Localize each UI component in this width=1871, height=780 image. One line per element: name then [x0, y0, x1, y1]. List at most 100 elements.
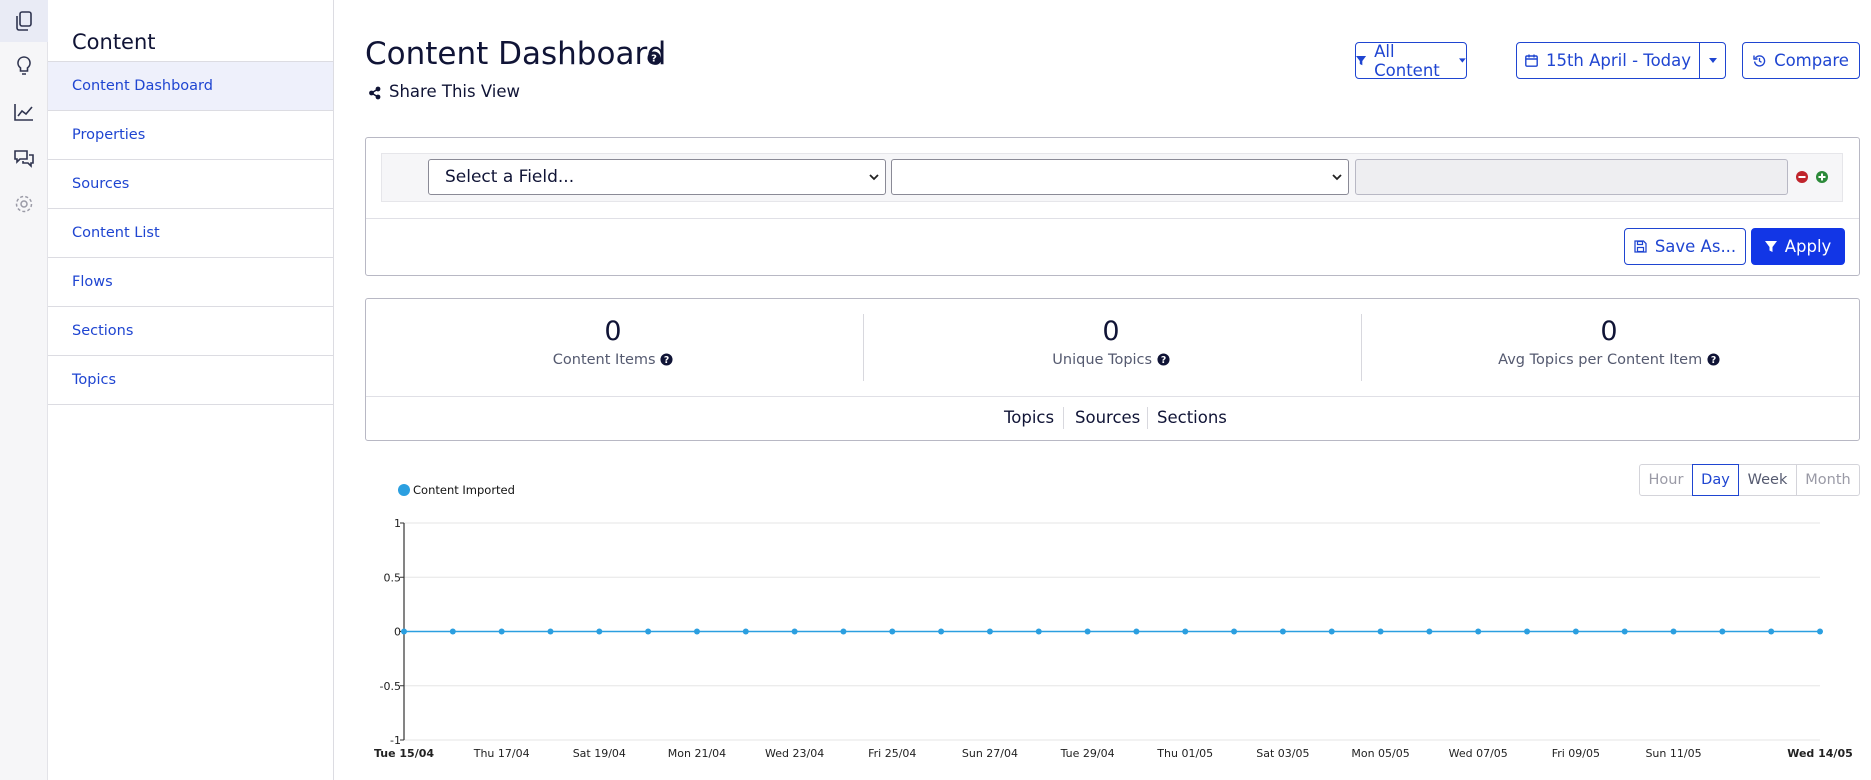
data-point [1817, 628, 1823, 635]
filter-divider [366, 218, 1859, 219]
tab-divider [1063, 407, 1064, 429]
tabs-divider [366, 396, 1859, 397]
x-tick-label: Thu 01/05 [1156, 747, 1213, 760]
data-point [1719, 628, 1726, 635]
data-point [1572, 628, 1579, 635]
x-tick-label: Wed 14/05 [1787, 747, 1853, 760]
field-select[interactable]: Select a Field... [428, 159, 886, 195]
data-point [1035, 628, 1042, 635]
x-tick-label: Sun 11/05 [1645, 747, 1701, 760]
value-input[interactable] [1355, 159, 1788, 195]
data-point [986, 628, 993, 635]
stats-panel [365, 298, 1860, 441]
x-tick-label: Fri 25/04 [868, 747, 916, 760]
funnel-icon [1764, 240, 1777, 252]
x-tick-label: Thu 17/04 [473, 747, 530, 760]
data-point [449, 628, 456, 635]
stat-value: 0 [1600, 316, 1618, 347]
data-point [1475, 628, 1482, 635]
svg-text:?: ? [1711, 355, 1716, 366]
stat-label-text: Avg Topics per Content Item [1498, 352, 1703, 368]
y-tick-label: 0.5 [384, 571, 402, 584]
share-link[interactable]: Share This View [389, 82, 520, 101]
icon-rail [0, 0, 48, 780]
save-icon [1634, 240, 1647, 253]
tab[interactable]: Sources [1075, 408, 1141, 427]
nav-item[interactable]: Flows [48, 257, 333, 306]
date-range-label: 15th April - Today [1545, 51, 1692, 70]
data-point [840, 628, 847, 635]
period-button[interactable]: Hour [1639, 464, 1693, 496]
x-tick-label: Mon 05/05 [1351, 747, 1409, 760]
history-icon [1753, 55, 1766, 67]
filter-button[interactable]: All Content [1355, 41, 1467, 80]
analytics-icon[interactable] [12, 100, 36, 124]
sidebar-title: Content [72, 30, 156, 54]
apply-button[interactable]: Apply [1751, 228, 1845, 265]
data-point [1768, 628, 1775, 635]
compare-button[interactable]: Compare [1742, 42, 1860, 79]
x-tick-label: Sat 19/04 [573, 747, 626, 760]
content-icon[interactable] [12, 9, 36, 33]
help-icon[interactable]: ? [1157, 353, 1170, 366]
compare-label: Compare [1774, 51, 1849, 70]
period-button[interactable]: Month [1796, 464, 1860, 496]
help-icon[interactable]: ? [647, 51, 661, 65]
x-tick-label: Sat 03/05 [1256, 747, 1309, 760]
nav-item[interactable]: Sections [48, 306, 333, 355]
data-point [1524, 628, 1531, 635]
filter-button-label: All Content [1374, 41, 1440, 80]
remove-filter-icon[interactable] [1796, 171, 1808, 183]
operator-select[interactable] [891, 159, 1349, 195]
stat-value: 0 [1102, 316, 1120, 347]
help-icon[interactable]: ? [1707, 353, 1720, 366]
apply-label: Apply [1784, 237, 1832, 256]
stat-label: Unique Topics ? [931, 352, 1291, 368]
data-point [693, 628, 700, 635]
nav-item[interactable]: Content List [48, 208, 333, 257]
calendar-icon [1525, 54, 1538, 67]
tab[interactable]: Topics [1004, 408, 1055, 427]
nav-item[interactable]: Topics [48, 355, 333, 404]
period-button[interactable]: Week [1738, 464, 1797, 496]
chevron [869, 174, 879, 181]
x-tick-label: Tue 15/04 [374, 747, 434, 760]
page-title: Content Dashboard [365, 36, 667, 72]
x-tick-label: Tue 29/04 [1060, 747, 1115, 760]
messages-icon[interactable] [12, 146, 36, 170]
data-point [889, 628, 896, 635]
data-point [1621, 628, 1628, 635]
data-point [401, 628, 407, 635]
save-as-button[interactable]: Save As... [1624, 228, 1746, 265]
date-range-dropdown[interactable] [1699, 42, 1726, 79]
x-tick-label: Mon 21/04 [668, 747, 726, 760]
nav-item[interactable]: Properties [48, 110, 333, 159]
nav-divider [48, 404, 333, 405]
settings-icon[interactable] [12, 192, 36, 216]
stat-divider [863, 314, 864, 381]
data-point [791, 628, 798, 635]
help-icon[interactable]: ? [660, 353, 673, 366]
rail-selected [0, 0, 48, 42]
nav-item[interactable]: Content Dashboard [48, 61, 333, 110]
x-tick-label: Sun 27/04 [962, 747, 1018, 760]
save-as-label: Save As... [1654, 237, 1737, 256]
period-button[interactable]: Day [1692, 464, 1739, 496]
data-point [1377, 628, 1384, 635]
data-point [1279, 628, 1286, 635]
x-tick-label: Wed 23/04 [765, 747, 824, 760]
data-point [742, 628, 749, 635]
x-tick-label: Fri 09/05 [1552, 747, 1600, 760]
date-range-button[interactable]: 15th April - Today [1516, 42, 1700, 79]
nav-item[interactable]: Sources [48, 159, 333, 208]
data-point [938, 628, 945, 635]
stat-value: 0 [604, 316, 622, 347]
stat-label-text: Content Items [552, 352, 656, 368]
add-filter-icon[interactable] [1816, 171, 1828, 183]
sidebar: Content Content Dashboard Properties Sou… [48, 0, 334, 780]
ideas-icon[interactable] [12, 54, 36, 78]
stat-label: Content Items ? [433, 352, 793, 368]
data-point [547, 628, 554, 635]
tab[interactable]: Sections [1157, 408, 1227, 427]
